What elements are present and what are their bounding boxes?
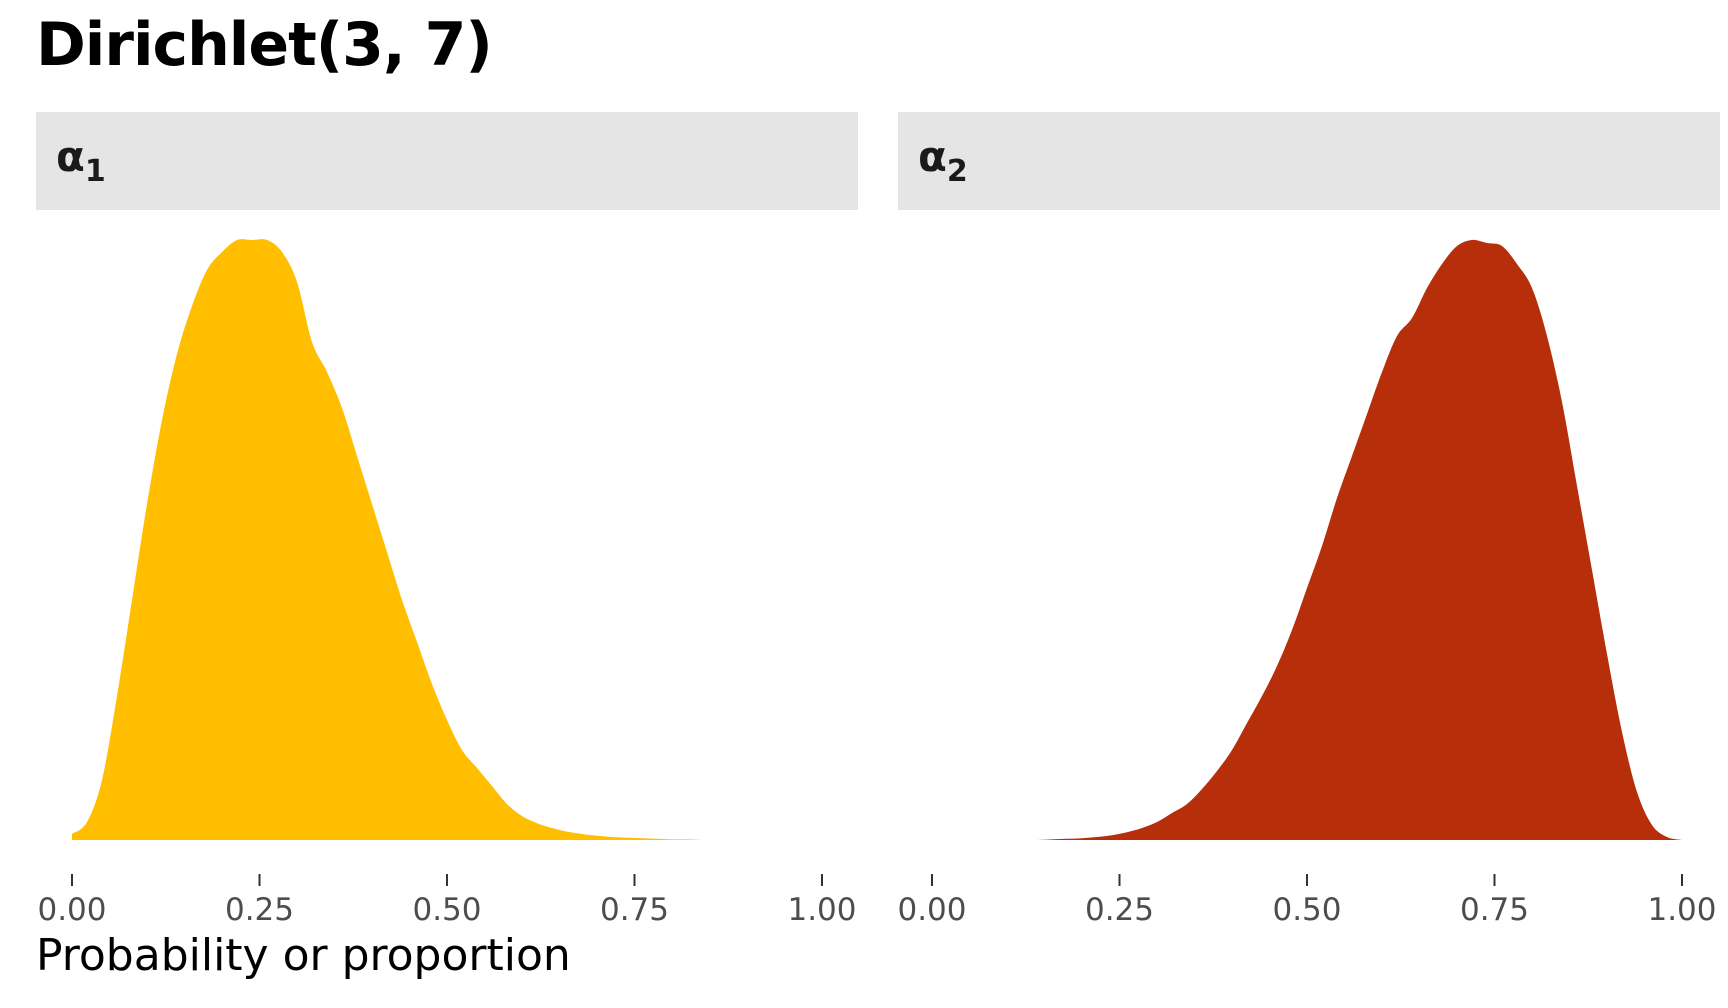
x-tick-label-1-3: 0.75 <box>600 892 669 928</box>
x-tick-label-1-2: 0.50 <box>412 892 481 928</box>
x-tick-label-1-1: 0.25 <box>225 892 294 928</box>
x-tick-label-2-4: 1.00 <box>1647 892 1716 928</box>
density-area-1 <box>72 239 732 841</box>
facet-strip-alpha-1: α1 <box>36 112 858 210</box>
x-tick-label-1-0: 0.00 <box>37 892 106 928</box>
x-axis-label: Probability or proportion <box>36 930 571 981</box>
x-tick-label-2-2: 0.50 <box>1272 892 1341 928</box>
x-tick-label-2-3: 0.75 <box>1460 892 1529 928</box>
facet-strip-alpha-2: α2 <box>898 112 1720 210</box>
x-tick-label-1-4: 1.00 <box>787 892 856 928</box>
density-area-2 <box>1022 239 1682 840</box>
x-tick-label-2-0: 0.00 <box>897 892 966 928</box>
facet-label-alpha-2: α2 <box>918 132 968 189</box>
chart-title: Dirichlet(3, 7) <box>36 10 493 80</box>
facet-label-alpha-1: α1 <box>56 132 106 189</box>
x-tick-label-2-1: 0.25 <box>1085 892 1154 928</box>
